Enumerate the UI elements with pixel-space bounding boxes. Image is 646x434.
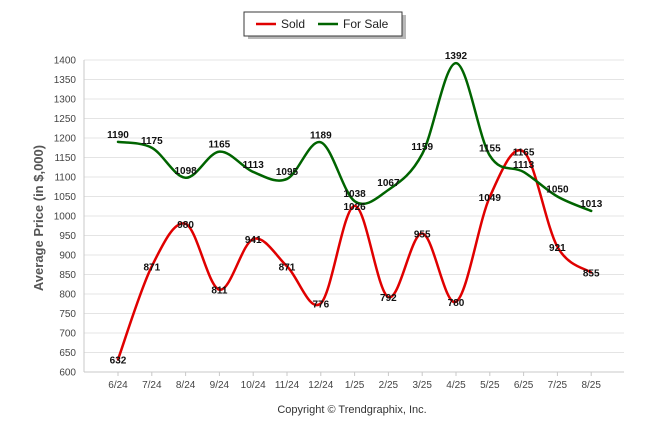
- x-tick-label: 7/24: [142, 380, 162, 391]
- data-labels: 632 871 980 811 941 871 776 1026 792 955 780 1049 11…: [107, 51, 603, 366]
- data-label-for-sale: 1113: [513, 160, 535, 171]
- y-tick-label: 850: [59, 270, 76, 281]
- grid: [83, 59, 624, 373]
- data-label-for-sale: 1175: [141, 136, 163, 147]
- y-tick-label: 800: [59, 290, 76, 301]
- x-tick-label: 2/25: [379, 380, 399, 391]
- data-label-sold: 980: [177, 220, 194, 231]
- data-label-for-sale: 1190: [107, 130, 129, 141]
- data-label-for-sale: 1155: [479, 144, 501, 155]
- legend-label-sold: Sold: [281, 17, 305, 31]
- data-label-for-sale: 1113: [243, 160, 265, 171]
- data-label-sold: 792: [380, 293, 397, 304]
- y-axis-label: Average Price (in $,000): [31, 145, 46, 291]
- data-label-for-sale: 1067: [377, 178, 400, 189]
- y-tick-label: 1350: [54, 75, 77, 86]
- data-label-sold: 1049: [479, 193, 502, 204]
- data-label-sold: 780: [448, 298, 465, 309]
- data-label-for-sale: 1038: [343, 189, 366, 200]
- y-tick-label: 700: [59, 329, 76, 340]
- x-tick-label: 12/24: [308, 380, 333, 391]
- data-label-sold: 941: [245, 235, 262, 246]
- data-label-for-sale: 1050: [546, 185, 569, 196]
- y-tick-label: 600: [59, 368, 76, 379]
- x-tick-label: 4/25: [446, 380, 466, 391]
- y-tick-label: 1200: [54, 134, 77, 145]
- x-tick-label: 6/24: [108, 380, 128, 391]
- y-tick-label: 1400: [54, 56, 77, 67]
- y-tick-label: 1000: [54, 212, 77, 223]
- data-label-for-sale: 1159: [411, 142, 433, 153]
- x-tick-label: 8/25: [581, 380, 601, 391]
- y-tick-label: 1100: [54, 173, 76, 184]
- y-tick-label: 750: [59, 309, 76, 320]
- y-tick-label: 1300: [54, 95, 77, 106]
- data-label-sold: 1026: [343, 202, 366, 213]
- x-tick-label: 6/25: [514, 380, 534, 391]
- y-tick-label: 950: [59, 231, 76, 242]
- data-label-sold: 955: [414, 230, 431, 241]
- y-tick-label: 1050: [54, 192, 77, 203]
- data-label-for-sale: 1013: [580, 199, 603, 210]
- data-label-sold: 921: [549, 243, 566, 254]
- x-tick-label: 1/25: [345, 380, 365, 391]
- legend: Sold For Sale: [243, 11, 406, 39]
- y-axis-ticks: 600 650 700 750 800 850 900 950 1000 1050 1100 1150…: [54, 56, 77, 379]
- data-label-sold: 811: [211, 286, 228, 297]
- data-label-sold: 855: [583, 269, 600, 280]
- y-tick-label: 650: [59, 348, 76, 359]
- x-tick-label: 8/24: [176, 380, 196, 391]
- series-line-for-sale: [116, 61, 593, 213]
- y-tick-label: 900: [59, 251, 76, 262]
- data-label-sold: 871: [143, 262, 160, 273]
- x-tick-label: 9/24: [210, 380, 230, 391]
- data-label-for-sale: 1392: [445, 51, 468, 62]
- series-lines: [116, 61, 593, 361]
- y-tick-label: 1150: [54, 153, 76, 164]
- x-tick-label: 7/25: [548, 380, 568, 391]
- x-axis-ticks: 6/24 7/24 8/24 9/24 10/24 11/24 12/24 1/25 2/25 3…: [108, 372, 601, 391]
- data-label-for-sale: 1095: [276, 167, 299, 178]
- data-label-sold: 632: [110, 356, 127, 367]
- data-label-sold: 776: [312, 299, 329, 310]
- x-tick-label: 5/25: [480, 380, 500, 391]
- data-label-sold: 871: [279, 262, 296, 273]
- x-tick-label: 10/24: [241, 380, 266, 391]
- x-tick-label: 11/24: [275, 380, 300, 391]
- series-line-sold: [116, 148, 593, 361]
- data-label-sold: 1165: [513, 148, 535, 159]
- legend-label-for-sale: For Sale: [343, 17, 389, 31]
- copyright-text: Copyright © Trendgraphix, Inc.: [277, 404, 426, 416]
- data-label-for-sale: 1165: [209, 140, 231, 151]
- y-tick-label: 1250: [54, 114, 77, 125]
- x-tick-label: 3/25: [412, 380, 432, 391]
- data-label-for-sale: 1189: [310, 130, 332, 141]
- data-label-for-sale: 1098: [174, 166, 197, 177]
